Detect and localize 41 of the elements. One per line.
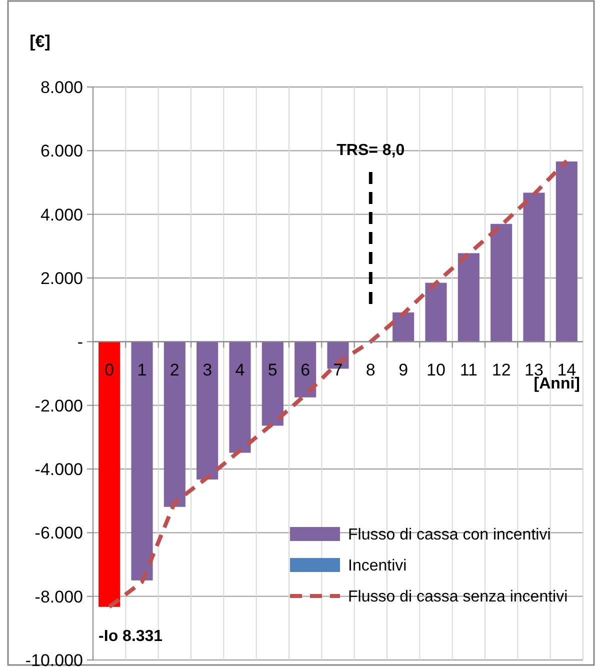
annotation: -Io 8.331	[98, 628, 163, 645]
bar	[490, 224, 512, 342]
x-tick-label: 1	[137, 360, 147, 380]
y-tick-label: -10.000	[25, 650, 83, 667]
bar	[294, 342, 316, 398]
x-tick-label: 11	[460, 360, 478, 380]
y-tick-label: 8.000	[40, 78, 83, 97]
legend-label: Incentivi	[348, 558, 407, 575]
y-tick-label: -4.000	[34, 460, 83, 479]
y-tick-label: 4.000	[40, 205, 83, 224]
bar	[164, 342, 186, 507]
y-tick-label: -6.000	[34, 524, 83, 543]
x-tick-label: 5	[268, 360, 278, 380]
ref-line-label: TRS= 8,0	[336, 142, 405, 159]
x-tick-label: 4	[235, 360, 245, 380]
bar	[458, 253, 480, 342]
x-tick-label: 12	[492, 360, 511, 380]
x-tick-label: 9	[398, 360, 408, 380]
bar	[523, 192, 545, 342]
bar	[131, 342, 153, 580]
x-tick-label: 3	[202, 360, 212, 380]
y-tick-label: 2.000	[40, 268, 83, 288]
y-tick-label: -8.000	[34, 587, 83, 606]
x-tick-label: 0	[104, 360, 114, 380]
bar	[262, 342, 284, 426]
y-tick-label: 6.000	[40, 142, 83, 161]
legend-label: Flusso di cassa con incentivi	[348, 526, 551, 544]
x-tick-label: 2	[170, 360, 180, 380]
y-tick-label: -2.000	[34, 396, 83, 416]
legend-label: Flusso di cassa senza incentivi	[348, 588, 568, 606]
x-tick-label: 6	[300, 360, 310, 380]
bar	[556, 161, 578, 342]
bar	[392, 312, 414, 342]
x-tick-label: 8	[366, 360, 376, 380]
y-axis-title: [€]	[30, 32, 50, 51]
bar	[425, 282, 447, 342]
bar	[98, 342, 120, 607]
y-tick-label: -	[77, 332, 83, 352]
x-tick-label: 10	[426, 360, 446, 380]
bar	[229, 342, 251, 453]
bar	[196, 342, 218, 480]
